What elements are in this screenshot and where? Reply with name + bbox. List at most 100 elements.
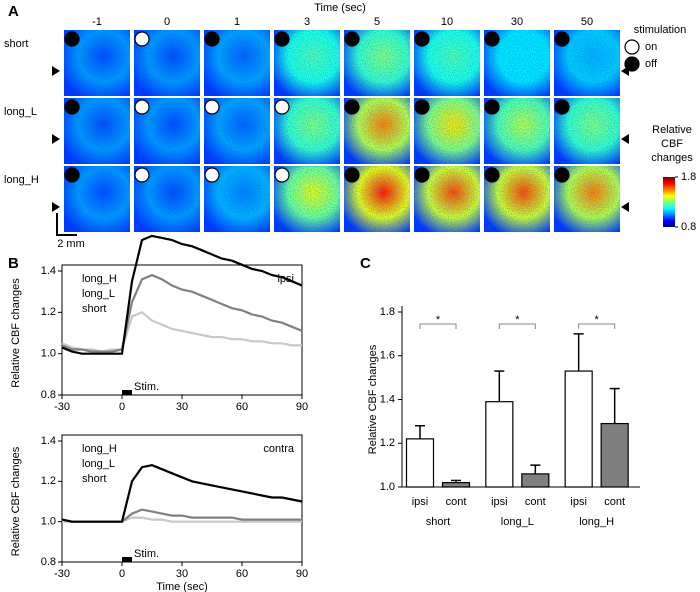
scale-bar-label: 2 mm	[57, 238, 85, 250]
panel-label: A	[8, 3, 19, 20]
scale-bar	[56, 213, 77, 236]
time-tick-label: 50	[581, 16, 593, 28]
colorbar-title: Relative	[652, 124, 692, 136]
arrowhead	[52, 202, 60, 212]
bar	[485, 401, 514, 488]
stim-indicator	[274, 167, 290, 183]
x-tick-label: 0	[119, 568, 125, 580]
time-tick-label: 30	[511, 16, 523, 28]
y-tick-label: 1.0	[41, 348, 56, 360]
x-tick-label: ipsi	[412, 496, 429, 508]
x-tick-label: -30	[54, 401, 70, 413]
time-tick-label: 1	[234, 16, 240, 28]
panel-label: B	[8, 255, 19, 272]
stim-label: Stim.	[134, 381, 159, 393]
y-tick-label: 1.0	[41, 516, 56, 528]
series-line	[61, 234, 303, 355]
x-tick-label: cont	[446, 496, 467, 508]
stim-indicator	[204, 31, 220, 47]
x-tick-label: cont	[525, 496, 546, 508]
y-tick-label: 1.4	[41, 265, 56, 277]
stim-bar	[122, 557, 132, 562]
y-tick-label: 1.6	[380, 350, 395, 362]
arrowhead	[52, 134, 60, 144]
y-tick-label: 1.2	[41, 475, 56, 487]
y-tick-label: 0.8	[41, 389, 56, 401]
significance-mark: *	[515, 314, 520, 326]
stim-indicator	[64, 31, 80, 47]
legend-label: long_L	[82, 288, 115, 300]
y-tick-label: 1.4	[380, 393, 395, 405]
stim-indicator	[344, 99, 360, 115]
time-tick-label: -1	[92, 16, 102, 28]
stim-indicator	[414, 167, 430, 183]
stim-indicator	[64, 99, 80, 115]
group-label: long_H	[579, 516, 614, 528]
time-label: Time (sec)	[314, 2, 366, 14]
time-tick-label: 3	[304, 16, 310, 28]
legend-marker	[624, 39, 640, 55]
y-tick-label: 1.2	[380, 437, 395, 449]
significance-mark: *	[595, 314, 600, 326]
stim-indicator	[554, 99, 570, 115]
x-tick-label: 0	[119, 401, 125, 413]
panel-label: C	[360, 255, 371, 272]
colorbar-title: changes	[651, 152, 693, 164]
series-line	[61, 273, 303, 353]
colorbar	[663, 177, 675, 227]
arrowhead	[621, 202, 629, 212]
legend-label: long_L	[82, 458, 115, 470]
bar	[564, 370, 593, 488]
stim-indicator	[204, 167, 220, 183]
y-tick-label: 1.2	[41, 306, 56, 318]
stim-indicator	[414, 99, 430, 115]
group-label: short	[426, 516, 450, 528]
significance-mark: *	[436, 314, 441, 326]
legend-label: long_H	[82, 273, 117, 285]
y-tick-label: 1.0	[380, 481, 395, 493]
stim-indicator	[554, 31, 570, 47]
x-tick-label: 30	[176, 568, 188, 580]
series-line	[61, 464, 303, 523]
stim-bar	[122, 390, 132, 395]
stim-label: Stim.	[134, 548, 159, 560]
row-label: long_H	[4, 174, 39, 186]
time-tick-label: 5	[374, 16, 380, 28]
stim-indicator	[134, 99, 150, 115]
significance-bracket	[498, 323, 536, 329]
annotation: ipsi	[277, 273, 294, 285]
stim-indicator	[344, 167, 360, 183]
colorbar-tick-label: 1.8	[681, 171, 696, 183]
x-tick-label: 60	[236, 401, 248, 413]
legend-title: stimulation	[634, 24, 687, 36]
stim-indicator	[204, 99, 220, 115]
time-tick-label: 10	[441, 16, 453, 28]
stim-indicator	[414, 31, 430, 47]
x-tick-label: 90	[296, 568, 308, 580]
group-label: long_L	[501, 516, 534, 528]
x-tick-label: cont	[604, 496, 625, 508]
stim-indicator	[274, 99, 290, 115]
stim-indicator	[344, 31, 360, 47]
stim-indicator	[134, 31, 150, 47]
bar	[441, 482, 471, 488]
legend-label: short	[82, 473, 106, 485]
y-tick-label: 1.8	[380, 306, 395, 318]
legend-marker	[624, 56, 640, 72]
legend-label: off	[645, 58, 658, 70]
y-tick-label: 1.4	[41, 435, 56, 447]
arrowhead	[621, 134, 629, 144]
stim-indicator	[484, 167, 500, 183]
row-label: long_L	[4, 106, 37, 118]
stim-indicator	[484, 31, 500, 47]
arrowhead	[52, 66, 60, 76]
colorbar-tick-label: 0.8	[681, 221, 696, 233]
row-label: short	[4, 38, 28, 50]
y-axis-label: Relative CBF changes	[10, 446, 22, 556]
y-tick-label: 0.8	[41, 556, 56, 568]
x-tick-label: 30	[176, 401, 188, 413]
x-tick-label: -30	[54, 568, 70, 580]
bar	[405, 438, 435, 488]
bar	[521, 473, 550, 488]
